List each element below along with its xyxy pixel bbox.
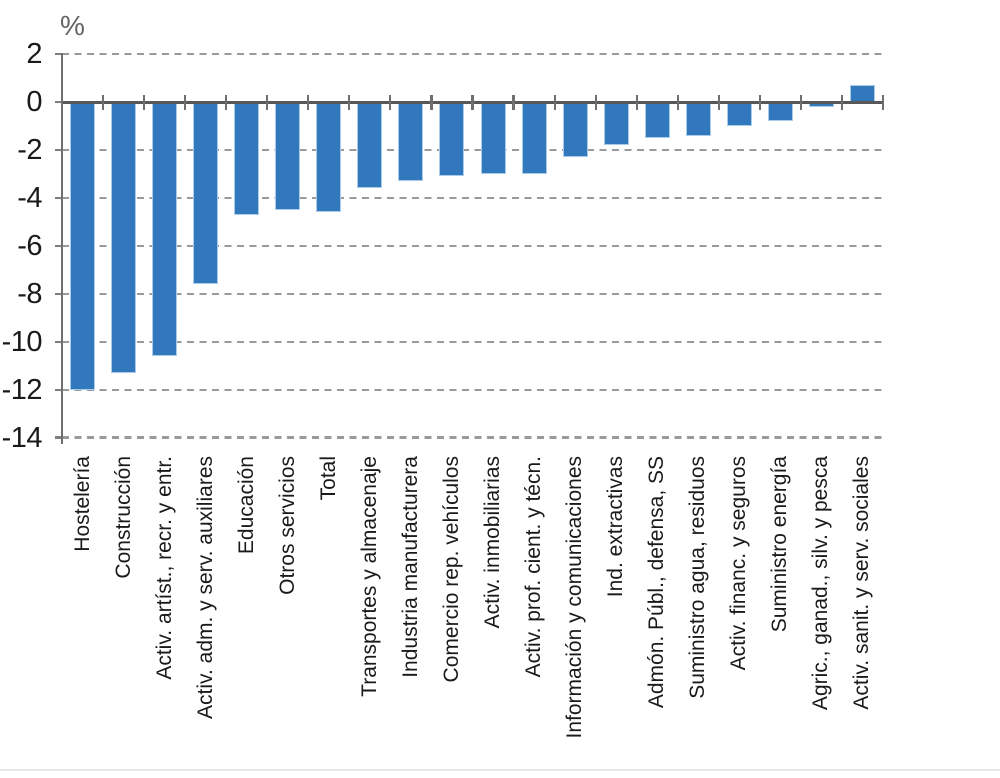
x-axis-tick [676, 95, 679, 110]
x-axis-tick [594, 95, 597, 110]
gridline--14 [62, 436, 884, 439]
x-axis-tick [471, 95, 474, 110]
x-axis-category-label: Transportes y almacenaje [357, 456, 381, 697]
y-axis-tick-label: -6 [17, 229, 42, 262]
bar [70, 102, 96, 390]
x-axis-tick [143, 95, 146, 110]
x-axis-category-label: Suministro energía [768, 456, 792, 633]
x-axis-category-label: Ind. extractivas [604, 456, 628, 598]
y-axis-tick-label: -12 [1, 373, 43, 406]
gridline--10 [62, 340, 884, 343]
gridline-2 [62, 53, 884, 56]
y-axis-tick-label: 0 [26, 86, 42, 119]
x-axis-category-label: Hostelería [70, 456, 94, 552]
x-axis-category-label: Suministro agua, residuos [686, 456, 710, 699]
gridline--6 [62, 244, 884, 248]
gridline--2 [62, 149, 884, 152]
y-axis-unit-label: % [60, 10, 85, 41]
bar [562, 102, 588, 158]
y-axis-tick-label: -2 [17, 134, 42, 167]
y-axis-tick-0 [55, 101, 62, 104]
x-axis-category-label: Educación [234, 456, 258, 555]
x-axis-tick [840, 95, 844, 110]
x-axis-category-label: Activ. artíst., recr. y entr. [152, 456, 176, 680]
x-axis-tick [881, 95, 885, 110]
bar [111, 102, 137, 373]
x-axis-category-label: Activ. inmobiliarias [481, 456, 505, 629]
bar [152, 102, 178, 357]
y-axis-tick--14 [55, 436, 62, 439]
bar [603, 102, 629, 146]
x-axis-tick [430, 95, 433, 110]
bar [521, 102, 547, 175]
x-axis-category-label: Activ. sanit. y serv. sociales [850, 456, 874, 710]
y-axis-tick-label: -14 [1, 421, 43, 454]
bar [234, 102, 260, 215]
y-axis-tick-label: -4 [17, 182, 42, 215]
x-axis-tick [184, 95, 187, 110]
x-axis-tick [553, 95, 556, 110]
x-axis-tick [635, 95, 638, 110]
x-axis-tick [717, 95, 720, 110]
y-axis-tick-2 [55, 53, 62, 56]
bar [480, 102, 506, 175]
bar [685, 102, 711, 136]
x-axis-tick [512, 95, 515, 110]
x-axis-category-label: Total [316, 456, 340, 501]
x-axis-tick [266, 95, 269, 110]
x-axis-tick [758, 95, 761, 110]
x-axis-category-label: Industria manufacturera [398, 456, 422, 678]
gridline--12 [62, 388, 884, 391]
y-axis-tick-label: -8 [17, 277, 42, 310]
x-axis-category-label: Activ. financ. y seguros [727, 456, 751, 671]
bar [726, 102, 752, 127]
bar [357, 102, 383, 189]
gridline--4 [62, 196, 884, 200]
bar [275, 102, 301, 211]
bar [193, 102, 219, 285]
x-axis-category-label: Otros servicios [275, 456, 299, 595]
y-axis-tick--2 [55, 149, 62, 152]
x-axis-category-label: Activ. prof. cient. y técn. [522, 456, 546, 678]
x-axis-category-label: Agric., ganad., silv. y pesca [809, 456, 833, 711]
bar [398, 102, 424, 182]
y-axis-tick-label: -10 [1, 325, 43, 358]
bar [767, 102, 793, 122]
bar [316, 102, 342, 213]
x-axis-tick [225, 95, 228, 110]
y-axis-tick--10 [55, 340, 62, 343]
y-axis-tick-label: 2 [26, 38, 42, 71]
x-axis-tick [799, 95, 802, 110]
x-axis-tick [348, 95, 351, 110]
y-axis-tick--4 [55, 196, 62, 200]
bar [439, 102, 465, 177]
x-axis-tick [307, 95, 310, 110]
x-axis-tick [101, 95, 105, 110]
x-axis-tick [60, 95, 64, 110]
y-axis-tick--12 [55, 388, 62, 391]
y-axis-tick--6 [55, 244, 62, 248]
x-axis-category-label: Admón. Públ., defensa, SS [645, 456, 669, 709]
gridline--8 [62, 292, 884, 295]
bar [644, 102, 670, 139]
x-axis-category-label: Construcción [111, 456, 135, 579]
x-axis-category-label: Información y comunicaciones [563, 456, 587, 739]
x-axis-category-label: Activ. adm. y serv. auxiliares [193, 456, 217, 719]
x-axis-tick [389, 95, 392, 110]
y-axis-line [60, 53, 64, 444]
y-axis-tick--8 [55, 292, 62, 295]
x-axis-category-label: Comercio rep. vehículos [439, 456, 463, 683]
bottom-divider [0, 769, 1000, 771]
